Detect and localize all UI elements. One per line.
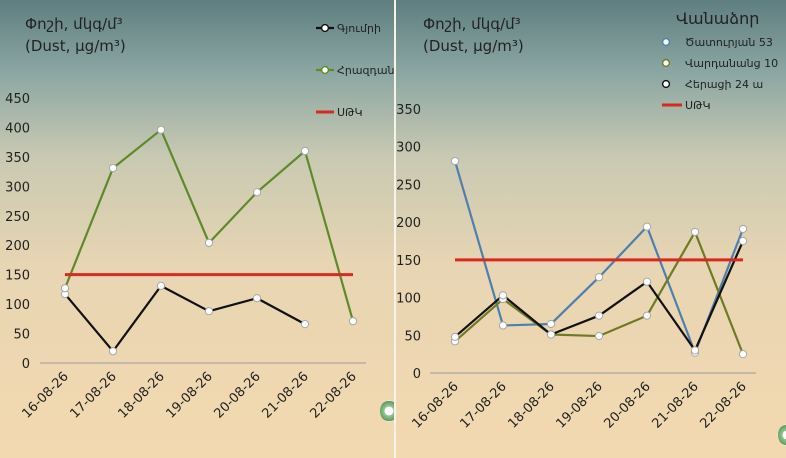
x-tick-label: 19-08-26 <box>553 379 605 431</box>
x-tick-label: 20-08-26 <box>211 369 263 421</box>
x-tick-label: 21-08-26 <box>259 369 311 421</box>
right-chart: Փոշի, մկգ/մ³ (Dust, μg/m³) Վանաձոր 0 50 100 15… <box>396 9 778 432</box>
data-point-marker <box>594 273 604 282</box>
y-tick-label: 50 <box>404 329 421 344</box>
legend-label: Վարդանանց 10 <box>685 57 778 70</box>
data-point-marker <box>108 347 118 356</box>
data-point-marker <box>738 236 748 246</box>
data-point-marker <box>546 319 556 329</box>
data-point-marker <box>498 321 508 330</box>
y-tick-label: 250 <box>5 210 30 225</box>
y-tick-label: 0 <box>22 357 30 372</box>
y-tick-label: 150 <box>5 269 30 284</box>
x-tick-label: 17-08-26 <box>67 369 119 421</box>
data-point-marker <box>738 350 748 359</box>
y-tick-label: 400 <box>5 121 30 136</box>
chart-subtitle: (Dust, μg/m³) <box>25 37 126 55</box>
data-point-marker <box>642 311 652 320</box>
y-tick-label: 250 <box>396 178 421 193</box>
data-point-marker <box>594 311 604 320</box>
legend-label: ՍԹԿ <box>685 99 711 112</box>
legend-marker <box>661 37 671 47</box>
x-tick-label: 22-08-26 <box>307 369 359 421</box>
legend-marker <box>661 79 671 89</box>
y-tick-label: 300 <box>5 180 30 195</box>
x-tick-label: 16-08-26 <box>19 369 71 421</box>
legend-marker <box>320 65 330 75</box>
y-tick-label: 300 <box>396 141 421 156</box>
data-point-marker <box>642 222 652 231</box>
right-chart-background <box>396 0 786 458</box>
x-tick-label: 20-08-26 <box>601 379 653 431</box>
y-tick-label: 200 <box>5 239 30 254</box>
data-point-marker <box>498 291 508 300</box>
y-tick-label: 350 <box>5 151 30 166</box>
data-point-marker <box>156 281 166 290</box>
chart-title: Փոշի, մկգ/մ³ <box>423 15 521 33</box>
data-point-marker <box>204 307 214 316</box>
series-line-0 <box>64 284 306 353</box>
series-line-1 <box>63 128 355 322</box>
series-line-0 <box>453 160 745 354</box>
logo-seal-icon <box>380 400 396 422</box>
y-tick-label: 350 <box>396 103 421 118</box>
chart-title: Փոշի, մկգ/մ³ <box>25 15 123 33</box>
data-point-marker <box>348 317 358 326</box>
y-tick-label: 0 <box>413 367 421 382</box>
left-chart-background <box>0 0 396 458</box>
data-point-marker <box>690 346 700 355</box>
data-point-marker <box>594 331 604 341</box>
x-tick-label: 17-08-26 <box>457 379 509 431</box>
chart-heading: Վանաձոր <box>676 9 759 28</box>
data-point-marker <box>642 277 652 286</box>
legend-label: Հերացի 24 ա <box>685 78 763 91</box>
data-point-marker <box>450 156 460 166</box>
x-tick-label: 16-08-26 <box>409 379 461 431</box>
data-point-marker <box>300 146 310 156</box>
y-tick-label: 100 <box>396 292 421 307</box>
data-point-marker <box>204 238 214 247</box>
left-chart-panel: Փոշի, մկգ/մ³ (Dust, μg/m³) 0 50 100 150 200 250… <box>0 0 396 458</box>
data-point-marker <box>156 125 166 134</box>
data-point-marker <box>690 227 700 237</box>
legend-marker <box>661 58 671 68</box>
legend-label: Հրազդան <box>337 64 395 77</box>
data-point-marker <box>252 188 262 197</box>
x-tick-label: 21-08-26 <box>649 379 701 431</box>
data-point-marker <box>300 320 310 329</box>
y-tick-label: 450 <box>5 92 30 107</box>
y-tick-label: 200 <box>396 216 421 231</box>
legend-marker <box>320 23 330 33</box>
legend-label: Ծատուրյան 53 <box>685 36 773 49</box>
x-tick-label: 22-08-26 <box>697 379 749 431</box>
data-point-marker <box>252 294 262 303</box>
y-tick-label: 100 <box>5 298 30 313</box>
chart-subtitle: (Dust, μg/m³) <box>423 37 524 55</box>
x-tick-label: 19-08-26 <box>163 369 215 421</box>
x-tick-label: 18-08-26 <box>115 369 167 421</box>
legend-label: ՍԹԿ <box>337 106 363 119</box>
left-chart: Փոշի, մկգ/մ³ (Dust, μg/m³) 0 50 100 150 200 250… <box>5 15 395 422</box>
y-tick-label: 50 <box>13 328 30 343</box>
legend-label: Գյումրի <box>337 22 381 35</box>
right-chart-panel: Փոշի, մկգ/մ³ (Dust, μg/m³) Վանաձոր 0 50 100 15… <box>396 0 786 458</box>
data-point-marker <box>108 163 118 173</box>
data-point-marker <box>60 284 70 293</box>
logo-seal-icon <box>778 424 786 446</box>
y-tick-label: 150 <box>396 254 421 269</box>
data-point-marker <box>738 224 748 234</box>
data-point-marker <box>546 330 556 339</box>
x-tick-label: 18-08-26 <box>505 379 557 431</box>
data-point-marker <box>450 332 460 341</box>
